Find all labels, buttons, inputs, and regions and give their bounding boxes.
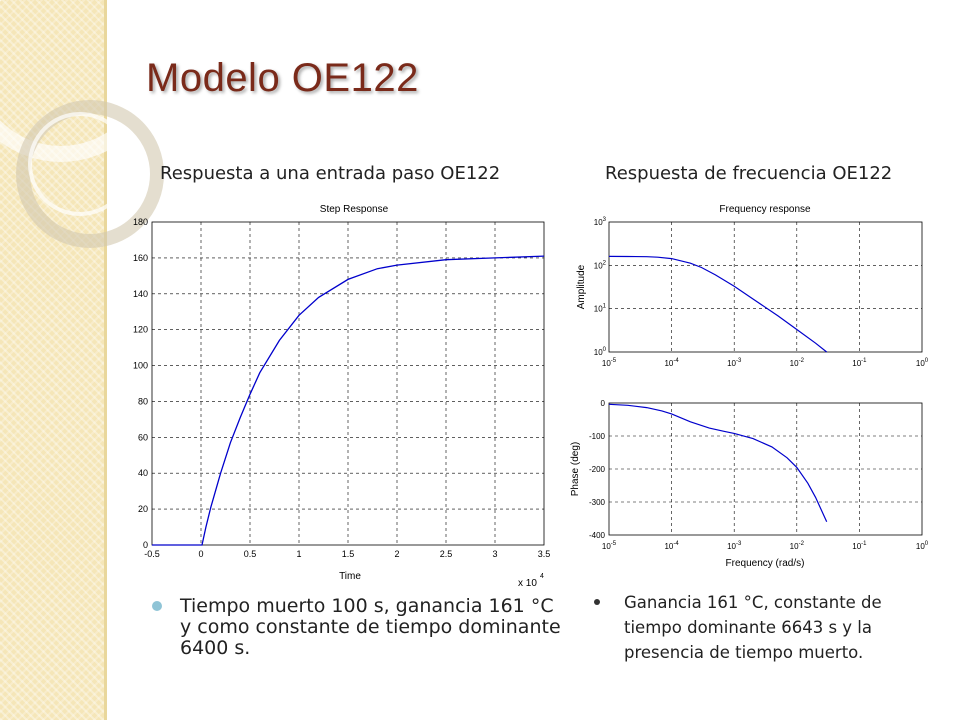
amplitude-ticks: 10-5 10-4 10-3 10-2 10-1 100 100 101 102 103: [594, 217, 929, 368]
x-tick-label: 10-3: [727, 358, 742, 368]
x-tick-label: 10-1: [852, 541, 867, 551]
tick-label: 0.5: [244, 549, 257, 559]
step-plot-area: [151, 221, 545, 546]
tick-label: -300: [589, 498, 606, 507]
x-tick-label: 10-5: [602, 358, 617, 368]
phase-ticks: 10-5 10-4 10-3 10-2 10-1 100 -400 -300 -200 -100 0: [589, 399, 929, 551]
slide-title: Modelo OE122: [146, 56, 419, 100]
bullet-dot: [152, 601, 162, 611]
tick-label: 2: [394, 549, 399, 559]
tick-label: 60: [138, 432, 148, 442]
phase-ylabel: Phase (deg): [570, 442, 581, 496]
x-tick-label: 100: [916, 541, 929, 551]
tick-label: 160: [133, 253, 148, 263]
tick-label: 3.5: [538, 549, 551, 559]
tick-label: 140: [133, 289, 148, 299]
tick-label: -200: [589, 465, 606, 474]
tick-label: 100: [133, 361, 148, 371]
y-tick-label: 103: [594, 217, 607, 227]
tick-label: 3: [492, 549, 497, 559]
step-x-multiplier-exp: 4: [540, 573, 544, 580]
step-x-multiplier: x 10: [518, 578, 537, 586]
tick-label: 0: [601, 399, 606, 408]
tick-label: 40: [138, 468, 148, 478]
amplitude-chart: Frequency response 10-5 10-4 10-3 10-2 10-1 1…: [576, 204, 929, 368]
phase-line: [608, 403, 828, 523]
frequency-response-heading: Respuesta de frecuencia OE122: [605, 163, 893, 184]
amplitude-chart-title: Frequency response: [719, 204, 811, 215]
step-response-line: [152, 255, 545, 546]
decorative-sidebar: [0, 0, 104, 720]
tick-label: 80: [138, 396, 148, 406]
x-tick-label: 10-4: [664, 358, 679, 368]
tick-label: 180: [133, 217, 148, 227]
x-tick-label: 10-3: [727, 541, 742, 551]
step-xlabel: Time: [339, 571, 361, 582]
step-chart-title: Step Response: [320, 204, 389, 215]
x-tick-label: 100: [916, 358, 929, 368]
x-tick-label: 10-2: [790, 358, 805, 368]
phase-chart: 10-5 10-4 10-3 10-2 10-1 100 -400 -300 -200 -100 0…: [570, 399, 929, 569]
step-response-bullet-text: Tiempo muerto 100 s, ganancia 161 °C y c…: [180, 595, 561, 659]
x-tick-label: 10-4: [664, 541, 679, 551]
tick-label: -400: [589, 531, 606, 540]
tick-label: 2.5: [440, 549, 453, 559]
frequency-response-bullet-text: Ganancia 161 °C, constante de tiempo dom…: [624, 593, 882, 662]
tick-label: 120: [133, 325, 148, 335]
tick-label: 1.5: [342, 549, 355, 559]
step-response-heading: Respuesta a una entrada paso OE122: [160, 163, 501, 184]
step-response-chart: Step Response -0.5 0 0.5 1 1.5 2 2.5 3 3.5020406…: [133, 204, 550, 586]
tick-label: 20: [138, 504, 148, 514]
tick-label: -100: [589, 432, 606, 441]
y-tick-label: 102: [594, 260, 607, 270]
tick-label: 1: [296, 549, 301, 559]
amplitude-ylabel: Amplitude: [576, 264, 587, 309]
amplitude-line: [608, 255, 828, 353]
x-tick-label: 10-1: [852, 358, 867, 368]
y-tick-label: 101: [594, 304, 607, 314]
phase-xlabel: Frequency (rad/s): [726, 558, 805, 569]
step-response-bullet: Tiempo muerto 100 s, ganancia 161 °C y c…: [150, 596, 570, 659]
frequency-response-bullet: Ganancia 161 °C, constante de tiempo dom…: [592, 590, 932, 665]
amplitude-grid: [609, 222, 922, 352]
phase-grid: [609, 403, 922, 535]
tick-label: 0: [198, 549, 203, 559]
tick-label: 0: [143, 540, 148, 550]
x-tick-label: 10-2: [790, 541, 805, 551]
charts-figure: Step Response -0.5 0 0.5 1 1.5 2 2.5 3 3.5020406…: [133, 204, 929, 586]
step-ticks: -0.5 0 0.5 1 1.5 2 2.5 3 3.502040608010012014016…: [133, 217, 550, 559]
x-tick-label: 10-5: [602, 541, 617, 551]
tick-label: -0.5: [144, 549, 160, 559]
amplitude-plot-area: [608, 221, 923, 353]
bullet-dot: [594, 599, 600, 605]
sidebar-edge: [104, 0, 107, 720]
y-tick-label: 100: [594, 347, 607, 357]
